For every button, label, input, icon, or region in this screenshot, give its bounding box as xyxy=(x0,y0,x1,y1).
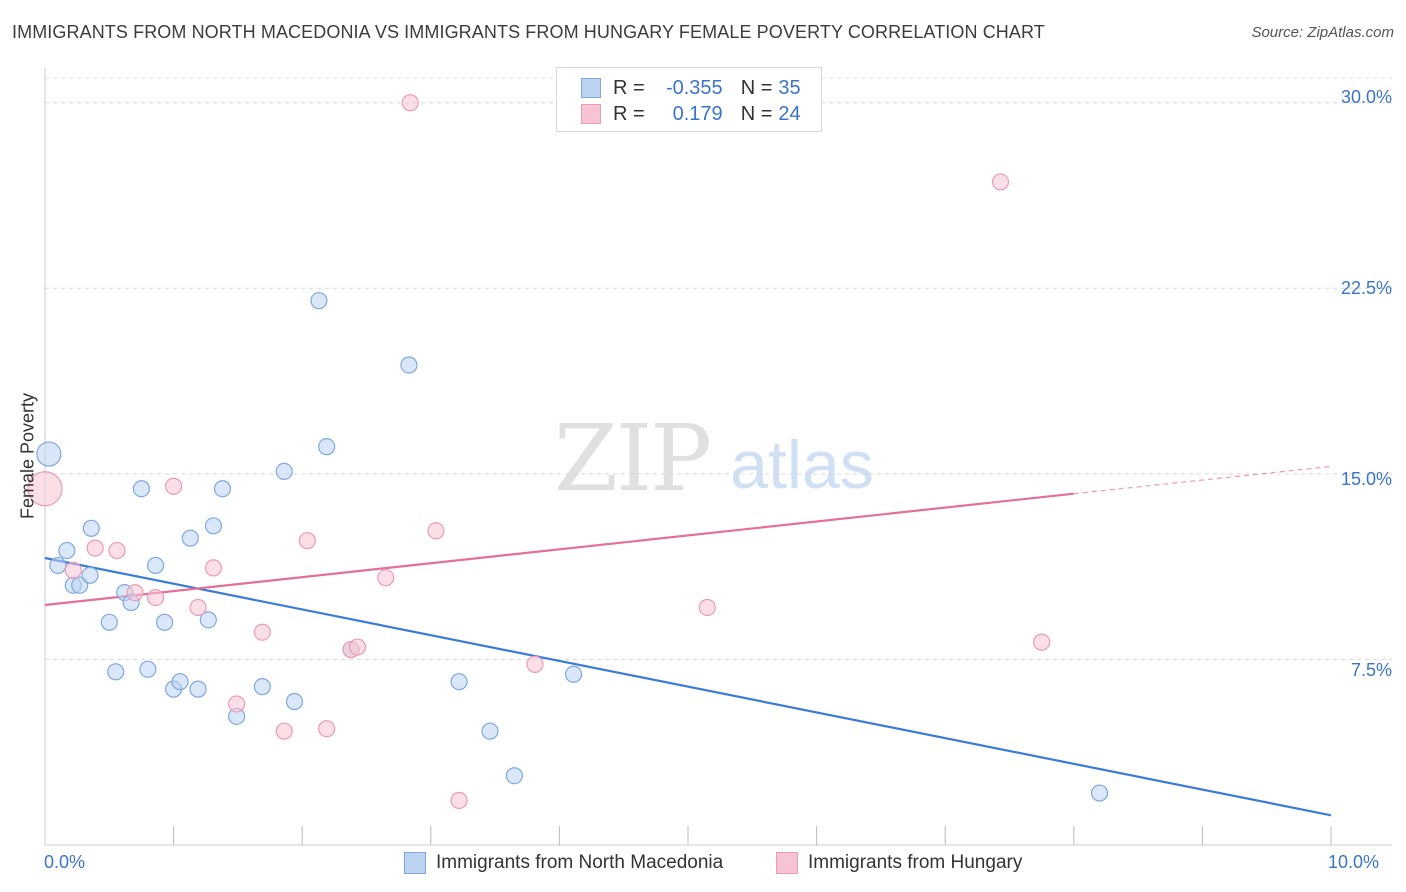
data-point-hungary xyxy=(126,584,144,602)
trend-line-extension xyxy=(1073,465,1332,495)
data-point-north-macedonia xyxy=(132,480,151,498)
legend-n-label: N = xyxy=(740,102,773,125)
data-point-north-macedonia xyxy=(318,438,336,456)
svg-text:atlas: atlas xyxy=(730,427,874,503)
legend-swatch-blue xyxy=(581,78,601,98)
legend-series-label: Immigrants from North Macedonia xyxy=(436,852,724,873)
series-legend-hungary: Immigrants from Hungary xyxy=(776,850,1022,876)
series-legend-north-macedonia: Immigrants from North Macedonia xyxy=(404,850,723,876)
data-point-hungary xyxy=(991,173,1010,191)
data-point-north-macedonia xyxy=(49,556,67,575)
svg-text:ZIP: ZIP xyxy=(554,405,710,512)
data-point-north-macedonia xyxy=(155,613,174,631)
data-point-north-macedonia xyxy=(505,767,523,785)
data-point-hungary xyxy=(189,598,207,617)
data-point-hungary xyxy=(165,477,183,495)
data-point-hungary xyxy=(204,559,223,577)
correlation-legend: R = -0.355 N = 35 R = 0.179 N = 24 xyxy=(556,67,822,132)
data-point-hungary xyxy=(228,695,246,713)
chart-title: IMMIGRANTS FROM NORTH MACEDONIA VS IMMIG… xyxy=(12,22,1045,42)
data-point-hungary xyxy=(1033,633,1051,651)
trend-line xyxy=(44,492,1074,607)
data-point-north-macedonia xyxy=(171,673,189,691)
legend-r-value: 0.179 xyxy=(672,102,723,125)
data-point-north-macedonia xyxy=(36,441,62,467)
data-point-hungary xyxy=(146,588,165,607)
data-point-north-macedonia xyxy=(275,462,293,480)
data-point-north-macedonia xyxy=(139,660,157,678)
data-point-north-macedonia xyxy=(310,292,328,310)
data-point-hungary xyxy=(450,791,468,810)
data-point-hungary xyxy=(275,722,293,740)
legend-r-value: -0.355 xyxy=(665,76,723,99)
data-point-hungary xyxy=(108,541,126,560)
data-point-hungary xyxy=(318,720,336,738)
watermark: ZIP atlas xyxy=(554,405,874,512)
legend-n-label: N = xyxy=(740,76,773,99)
legend-swatch-pink xyxy=(776,852,798,874)
data-point-north-macedonia xyxy=(82,519,100,537)
legend-n-value: 35 xyxy=(778,76,801,99)
y-tick-label: 7.5% xyxy=(1350,660,1392,680)
data-point-north-macedonia xyxy=(450,673,468,691)
y-tick-label: 22.5% xyxy=(1340,278,1392,298)
data-point-hungary xyxy=(526,655,544,673)
y-tick-label: 15.0% xyxy=(1340,469,1392,489)
data-point-north-macedonia xyxy=(81,566,99,584)
data-point-north-macedonia xyxy=(213,480,232,498)
data-point-hungary xyxy=(377,569,395,587)
data-point-hungary xyxy=(348,638,367,656)
data-point-north-macedonia xyxy=(107,663,125,681)
data-point-hungary xyxy=(86,539,104,557)
data-point-hungary xyxy=(27,471,63,507)
data-point-north-macedonia xyxy=(181,529,199,547)
data-point-hungary xyxy=(401,94,419,112)
data-point-hungary xyxy=(298,532,316,550)
data-point-north-macedonia xyxy=(564,665,583,683)
data-point-north-macedonia xyxy=(146,556,165,575)
data-point-hungary xyxy=(698,598,716,617)
data-point-hungary xyxy=(64,561,82,579)
legend-row-north-macedonia: R = -0.355 N = 35 xyxy=(581,76,801,100)
data-point-north-macedonia xyxy=(253,678,271,696)
legend-row-hungary: R = 0.179 N = 24 xyxy=(581,102,801,126)
data-point-north-macedonia xyxy=(285,692,304,711)
data-point-north-macedonia xyxy=(481,722,499,740)
legend-r-label: R = xyxy=(613,102,645,125)
legend-n-value: 24 xyxy=(778,102,801,125)
data-point-north-macedonia xyxy=(199,611,217,629)
y-tick-label: 30.0% xyxy=(1340,87,1392,107)
x-tick-label-min: 0.0% xyxy=(44,852,86,872)
y-axis-label: Female Poverty xyxy=(17,392,38,520)
legend-swatch-blue xyxy=(404,852,426,874)
data-point-hungary xyxy=(427,522,445,540)
data-point-north-macedonia xyxy=(400,356,418,374)
data-point-north-macedonia xyxy=(58,541,76,560)
data-point-north-macedonia xyxy=(1090,784,1109,802)
data-point-hungary xyxy=(253,623,271,641)
data-point-north-macedonia xyxy=(100,613,118,631)
x-tick-label-max: 10.0% xyxy=(1328,852,1380,872)
data-point-north-macedonia xyxy=(189,680,207,698)
data-point-north-macedonia xyxy=(204,517,223,535)
legend-series-label: Immigrants from Hungary xyxy=(808,852,1023,873)
legend-swatch-pink xyxy=(581,104,601,124)
data-point-north-macedonia xyxy=(71,576,89,594)
source-label: Source: ZipAtlas.com xyxy=(1251,24,1394,41)
legend-r-label: R = xyxy=(613,76,645,99)
trend-line xyxy=(44,556,1332,817)
